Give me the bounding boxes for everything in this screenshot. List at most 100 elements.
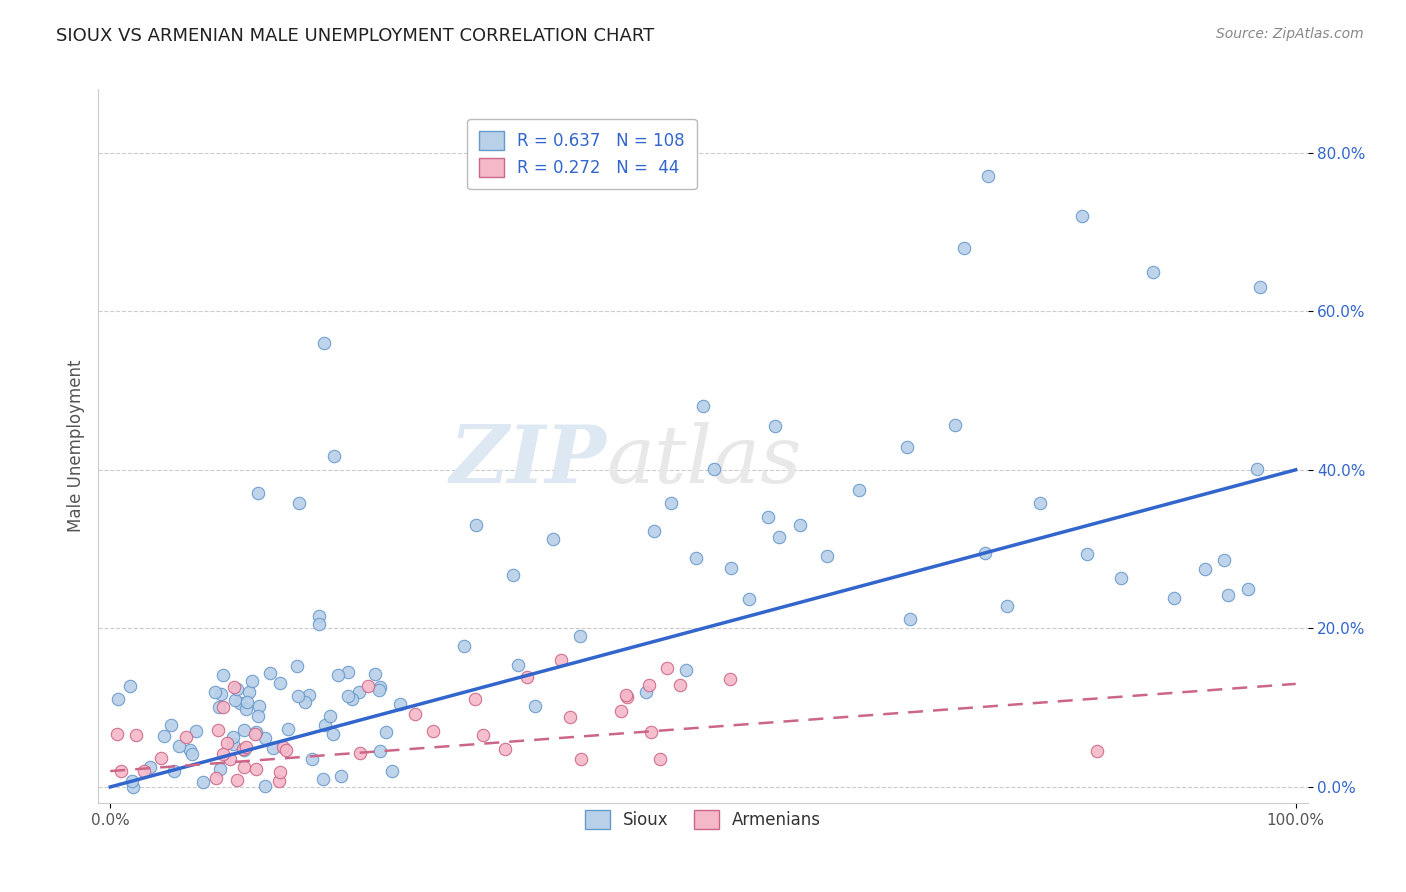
Point	[208, 699, 231, 714]
Point	[269, 675, 291, 690]
Point	[763, 418, 786, 433]
Point	[211, 700, 233, 714]
Point	[243, 727, 266, 741]
Point	[848, 483, 870, 497]
Point	[364, 666, 387, 681]
Point	[222, 680, 245, 694]
Text: Source: ZipAtlas.com: Source: ZipAtlas.com	[1216, 27, 1364, 41]
Point	[703, 462, 725, 476]
Point	[976, 169, 998, 184]
Point	[308, 608, 330, 623]
Point	[174, 730, 197, 744]
Point	[1085, 744, 1108, 758]
Point	[768, 530, 790, 544]
Point	[224, 693, 246, 707]
Point	[357, 679, 380, 693]
Point	[110, 764, 132, 779]
Point	[506, 657, 529, 672]
Point	[898, 612, 921, 626]
Legend: Sioux, Armenians: Sioux, Armenians	[576, 801, 830, 838]
Point	[381, 764, 404, 778]
Point	[312, 772, 335, 786]
Point	[184, 723, 207, 738]
Point	[650, 752, 672, 766]
Point	[218, 752, 240, 766]
Point	[738, 592, 761, 607]
Point	[229, 696, 252, 710]
Point	[943, 417, 966, 432]
Point	[245, 762, 267, 776]
Point	[288, 496, 311, 510]
Point	[314, 717, 336, 731]
Point	[233, 760, 256, 774]
Point	[560, 710, 582, 724]
Point	[287, 690, 309, 704]
Point	[659, 496, 682, 510]
Point	[422, 723, 444, 738]
Point	[150, 750, 173, 764]
Point	[636, 684, 658, 698]
Point	[312, 335, 335, 350]
Point	[1249, 280, 1271, 294]
Point	[1237, 582, 1260, 596]
Point	[815, 549, 838, 564]
Point	[541, 532, 564, 546]
Point	[262, 741, 284, 756]
Point	[152, 729, 174, 743]
Point	[952, 241, 974, 255]
Point	[789, 517, 811, 532]
Point	[208, 763, 231, 777]
Point	[638, 678, 661, 692]
Point	[610, 704, 633, 718]
Point	[221, 738, 243, 752]
Point	[132, 764, 155, 778]
Point	[326, 668, 349, 682]
Point	[319, 708, 342, 723]
Point	[494, 741, 516, 756]
Point	[205, 771, 228, 785]
Text: ZIP: ZIP	[450, 422, 606, 499]
Point	[368, 744, 391, 758]
Point	[245, 725, 267, 739]
Point	[301, 752, 323, 766]
Point	[254, 731, 277, 745]
Point	[453, 640, 475, 654]
Point	[238, 685, 260, 699]
Y-axis label: Male Unemployment: Male Unemployment	[66, 359, 84, 533]
Point	[1246, 462, 1268, 476]
Point	[375, 724, 398, 739]
Point	[640, 724, 662, 739]
Point	[254, 779, 277, 793]
Point	[122, 780, 145, 794]
Point	[209, 687, 232, 701]
Text: SIOUX VS ARMENIAN MALE UNEMPLOYMENT CORRELATION CHART: SIOUX VS ARMENIAN MALE UNEMPLOYMENT CORR…	[56, 27, 654, 45]
Point	[240, 674, 263, 689]
Point	[1076, 547, 1098, 561]
Point	[233, 723, 256, 738]
Point	[367, 683, 389, 698]
Point	[550, 653, 572, 667]
Point	[267, 774, 290, 789]
Point	[118, 679, 141, 693]
Point	[974, 546, 997, 560]
Point	[471, 728, 494, 742]
Point	[212, 667, 235, 681]
Point	[121, 773, 143, 788]
Point	[232, 742, 254, 756]
Point	[1163, 591, 1185, 606]
Point	[215, 737, 238, 751]
Point	[616, 690, 638, 705]
Point	[269, 764, 291, 779]
Point	[247, 709, 270, 723]
Point	[349, 746, 371, 760]
Point	[1142, 264, 1164, 278]
Text: atlas: atlas	[606, 422, 801, 499]
Point	[222, 730, 245, 744]
Point	[718, 673, 741, 687]
Point	[389, 697, 412, 711]
Point	[167, 739, 190, 753]
Point	[569, 629, 592, 643]
Point	[340, 691, 363, 706]
Point	[125, 728, 148, 742]
Point	[297, 688, 319, 702]
